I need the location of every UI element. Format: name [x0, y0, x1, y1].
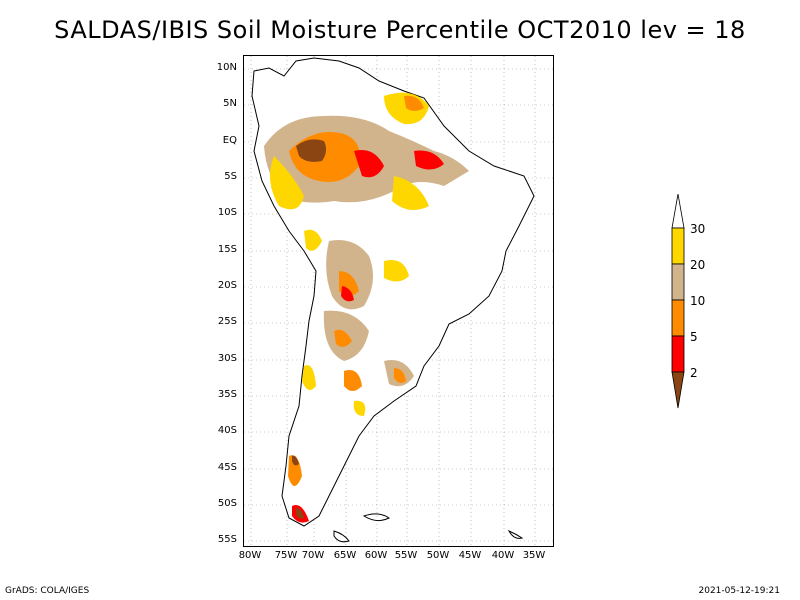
- lat-label: 5S: [224, 171, 237, 182]
- lon-label: 55W: [394, 550, 418, 561]
- colorbar-band-10: [671, 299, 685, 337]
- lat-label: 10N: [216, 62, 237, 73]
- lon-label: 65W: [333, 550, 357, 561]
- colorbar: [671, 194, 685, 409]
- colorbar-label: 2: [690, 366, 698, 380]
- lat-label: 25S: [217, 316, 237, 327]
- lon-label: 80W: [238, 550, 262, 561]
- lat-label: 15S: [217, 244, 237, 255]
- footer-timestamp: 2021-05-12-19:21: [698, 586, 781, 596]
- map-title: SALDAS/IBIS Soil Moisture Percentile OCT…: [54, 16, 746, 44]
- map-frame: [243, 55, 554, 547]
- islands: [333, 513, 524, 543]
- lat-label: 35S: [217, 389, 237, 400]
- colorbar-label: 30: [690, 222, 706, 236]
- lat-label: 45S: [217, 462, 237, 473]
- lon-label: 50W: [426, 550, 450, 561]
- colorbar-label: 20: [690, 258, 706, 272]
- soil-moisture-fill: [264, 92, 469, 523]
- lon-label: 40W: [491, 550, 515, 561]
- lat-label: 20S: [217, 280, 237, 291]
- colorbar-band-20: [671, 263, 685, 301]
- lat-label: 5N: [223, 98, 237, 109]
- lat-label: 30S: [217, 353, 237, 364]
- colorbar-label: 10: [690, 294, 706, 308]
- lon-label: 70W: [301, 550, 325, 561]
- lat-label: EQ: [222, 135, 237, 146]
- footer-credit: GrADS: COLA/IGES: [5, 586, 90, 596]
- colorbar-bottom-arrow: [671, 371, 685, 409]
- colorbar-top-arrow: [671, 194, 685, 229]
- lat-label: 55S: [217, 534, 237, 545]
- lon-label: 45W: [458, 550, 482, 561]
- lat-label: 40S: [217, 425, 237, 436]
- colorbar-label: 5: [690, 330, 698, 344]
- lon-label: 60W: [364, 550, 388, 561]
- colorbar-band-5: [671, 335, 685, 373]
- lon-label: 35W: [522, 550, 546, 561]
- colorbar-band-30: [671, 227, 685, 265]
- lat-label: 50S: [217, 498, 237, 509]
- map-canvas: [244, 56, 553, 546]
- lon-label: 75W: [274, 550, 298, 561]
- lat-label: 10S: [217, 207, 237, 218]
